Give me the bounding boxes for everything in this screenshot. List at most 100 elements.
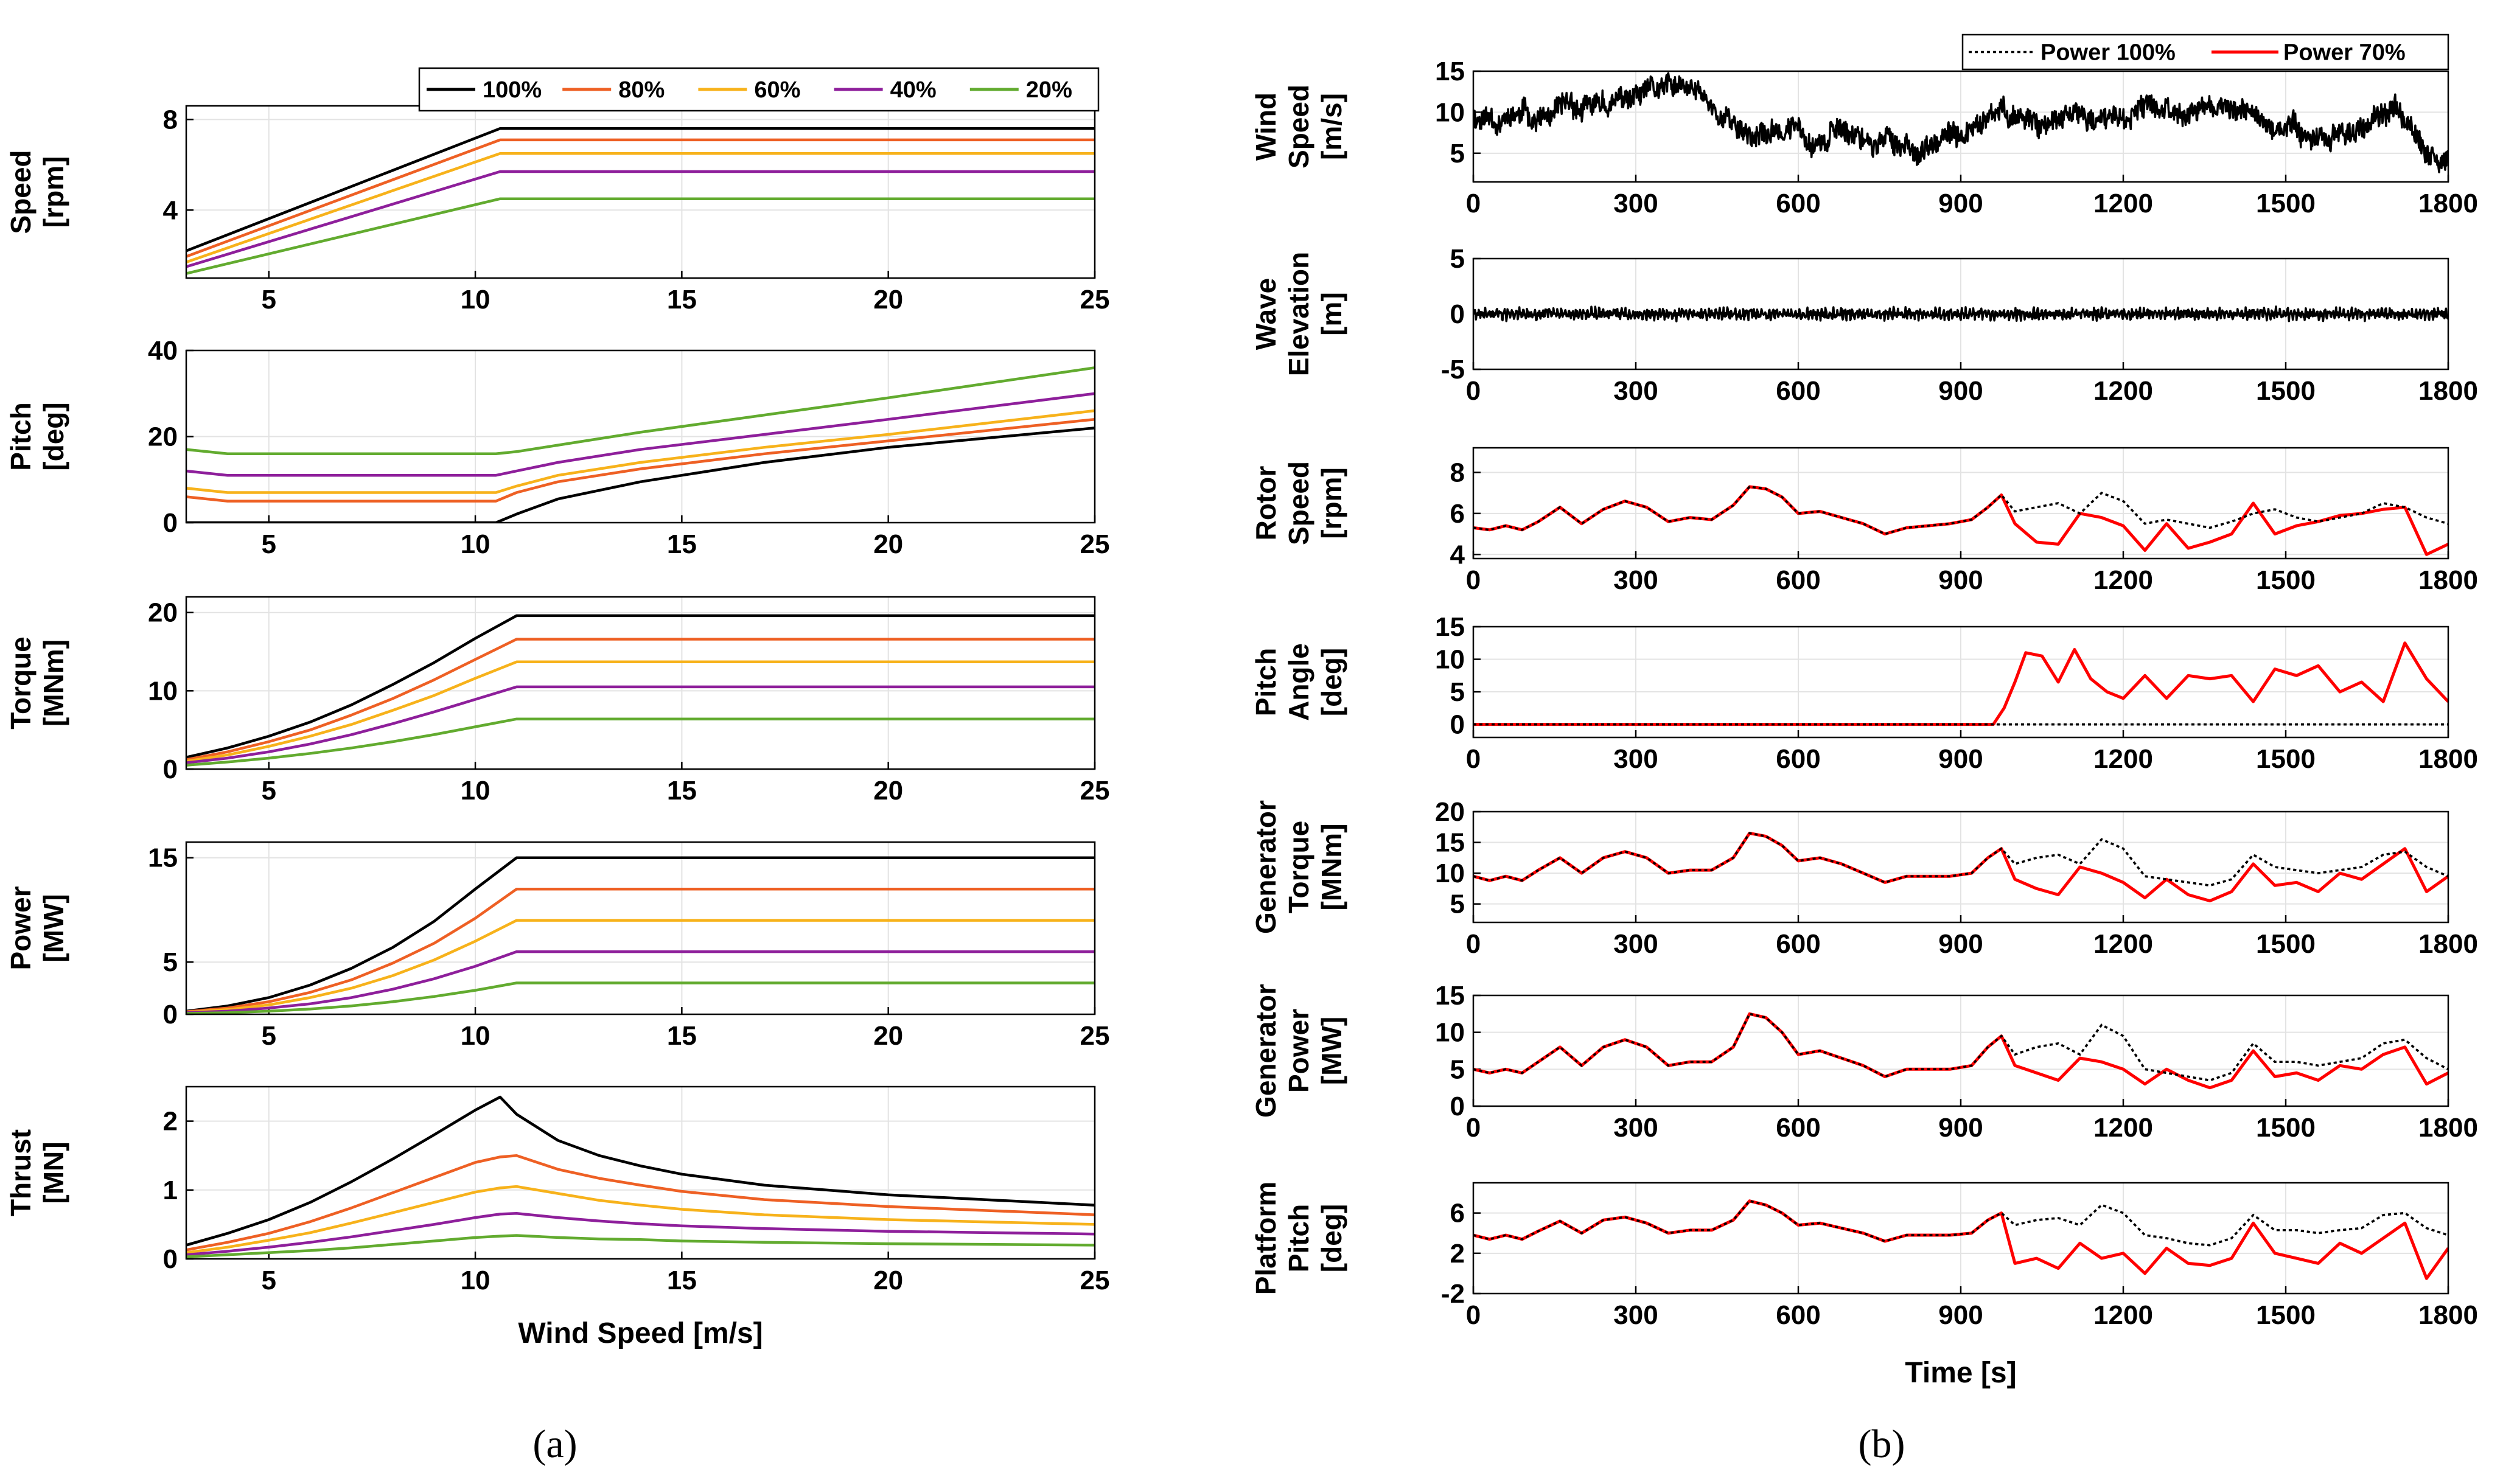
- b-sub3-subplot: 0 300 600 900 1200 1500 1800 4 6 8 Rotor Speed [rpm]: [1250, 447, 2478, 595]
- a-sub3-xtick-label-25: 25: [1080, 776, 1110, 806]
- b-sub3-ylabel-speed: Speed: [1283, 461, 1314, 545]
- b-legend-label-power-70: Power 70%: [2283, 40, 2406, 66]
- a-sub3-xtick-label-10: 10: [461, 776, 490, 806]
- b-sub5-ylabel-generator: Generator: [1250, 800, 1282, 934]
- b-sub1-ylabel-speed: Speed: [1283, 85, 1314, 169]
- b-sub5-ylabel-mnm: [MNm]: [1316, 823, 1347, 910]
- b-sub1-ylabel-wind: Wind: [1250, 92, 1282, 161]
- a-sub5-xtick-label-20: 20: [873, 1266, 903, 1295]
- b-sub1-xtick-label-900: 900: [1938, 189, 1983, 218]
- b-sub6-xtick-label-0: 0: [1466, 1113, 1481, 1143]
- b-sub3-xtick-label-600: 600: [1776, 565, 1820, 595]
- a-sub5-line-60: [186, 1185, 1095, 1255]
- a-sub2-xtick-label-15: 15: [667, 529, 697, 559]
- a-legend-label-20: 20%: [1026, 77, 1072, 103]
- b-sub7-xtick-label-900: 900: [1938, 1300, 1983, 1330]
- a-sub2-series-group: [186, 366, 1095, 523]
- b-sub7-series-group: [1473, 1199, 2448, 1280]
- b-sub4-ylabel-pitch: Pitch: [1250, 648, 1282, 716]
- a-sub3-frame: [185, 596, 1096, 770]
- a-sub5-frame: [185, 1085, 1096, 1260]
- a-sub1-ylabel-speed: Speed: [5, 150, 37, 234]
- b-sub3-xtick-label-1200: 1200: [2093, 565, 2153, 595]
- caption-b: (b): [1859, 1422, 1905, 1466]
- b-sub4-xtick-label-1200: 1200: [2093, 744, 2153, 774]
- a-sub5-plot-area: [186, 1087, 1095, 1259]
- a-sub3-subplot: 5 10 15 20 25 0 10 20 Generator Torque [MNm]: [0, 596, 1110, 806]
- a-xlabel: Wind Speed [m/s]: [518, 1317, 763, 1350]
- a-sub3-ylabel-torque: Torque: [5, 636, 37, 729]
- b-legend-box: [1961, 33, 2449, 71]
- b-sub5-xtick-label-300: 300: [1613, 929, 1658, 959]
- b-sub1-ytick-label-15: 15: [1435, 57, 1465, 86]
- a-sub1-line-20: [186, 197, 1095, 275]
- a-sub4-line-20: [186, 981, 1095, 1014]
- b-sub7-line-power-100-overlay: [1473, 1199, 2448, 1247]
- a-sub2-ytick-label-0: 0: [163, 508, 178, 538]
- b-sub3-ytick-label-4: 4: [1450, 540, 1465, 570]
- a-sub2-ytick-label-40: 40: [148, 336, 178, 366]
- b-sub4-xtick-label-300: 300: [1613, 744, 1658, 774]
- b-xlabel: Time [s]: [1905, 1357, 2016, 1389]
- b-sub7-ytick-label--2: -2: [1441, 1279, 1465, 1309]
- b-sub6-line-power-70: [1473, 1012, 2448, 1090]
- b-sub6-ylabel-generator: Generator: [1250, 984, 1282, 1118]
- b-legend-label-power-100: Power 100%: [2040, 40, 2176, 66]
- a-sub3-line-40: [186, 685, 1095, 764]
- a-sub1-line-60: [186, 152, 1095, 264]
- b-sub2-ytick-label-0: 0: [1450, 299, 1465, 329]
- a-sub4-frame: [185, 841, 1096, 1015]
- a-sub5-ytick-label-1: 1: [163, 1176, 178, 1205]
- b-sub5-ytick-label-15: 15: [1435, 828, 1465, 858]
- a-sub3-series-group: [186, 614, 1095, 767]
- a-sub1-ytick-label-4: 4: [163, 195, 178, 225]
- a-sub4-ytick-label-0: 0: [163, 1000, 178, 1029]
- a-sub4-ylabel-mw: [MW]: [38, 894, 69, 962]
- a-sub1-plot-area: [186, 106, 1095, 278]
- b-sub1-subplot: 0 300 600 900 1200 1500 1800 5 10 15 Wind Speed [m/s…: [1250, 57, 2478, 218]
- a-sub2-line-40: [186, 392, 1095, 477]
- a-sub5-xtick-label-10: 10: [461, 1266, 490, 1295]
- b-sub1-ylabel-m-s: [m/s]: [1316, 93, 1347, 160]
- b-sub4-ylabel-deg: [deg]: [1316, 648, 1347, 716]
- a-sub4-xtick-label-5: 5: [261, 1021, 276, 1051]
- b-sub5-xtick-label-1800: 1800: [2418, 929, 2478, 959]
- b-sub1-xtick-label-1200: 1200: [2093, 189, 2153, 218]
- a-sub2-xtick-label-5: 5: [261, 529, 276, 559]
- b-sub7-ylabel-deg: [deg]: [1316, 1204, 1347, 1272]
- b-sub4-ytick-label-0: 0: [1450, 710, 1465, 740]
- a-sub5-xtick-label-5: 5: [261, 1266, 276, 1295]
- b-sub2-frame: [1472, 257, 2449, 371]
- a-sub5-line-40: [186, 1212, 1095, 1256]
- b-sub3-ytick-label-8: 8: [1450, 458, 1465, 487]
- a-sub2-xtick-label-10: 10: [461, 529, 490, 559]
- a-sub5-ylabel-thrust: Thrust: [5, 1129, 37, 1216]
- a-sub3-ylabel-mnm: [MNm]: [38, 639, 69, 726]
- b-sub3-series-group: [1473, 485, 2448, 556]
- a-sub3-line-100: [186, 614, 1095, 759]
- a-sub2-line-20: [186, 366, 1095, 456]
- b-sub2-xtick-label-600: 600: [1776, 376, 1820, 406]
- b-sub4-ytick-label-15: 15: [1435, 612, 1465, 642]
- a-sub4-xtick-label-10: 10: [461, 1021, 490, 1051]
- b-sub2-ylabel-wave: Wave: [1250, 278, 1282, 350]
- b-sub6-ytick-label-15: 15: [1435, 981, 1465, 1011]
- a-sub3-xtick-label-5: 5: [261, 776, 276, 806]
- a-sub3-ylabel-generator: Generator: [0, 616, 4, 750]
- a-sub3-line-60: [186, 660, 1095, 763]
- b-sub1-xtick-label-0: 0: [1466, 189, 1481, 218]
- b-sub6-ytick-label-5: 5: [1450, 1054, 1465, 1084]
- a-sub2-xtick-label-25: 25: [1080, 529, 1110, 559]
- b-sub4-xtick-label-0: 0: [1466, 744, 1481, 774]
- a-sub4-xtick-label-25: 25: [1080, 1021, 1110, 1051]
- a-legend-label-60: 60%: [754, 77, 800, 103]
- a-sub1-xtick-label-10: 10: [461, 285, 490, 315]
- a-sub4-line-60: [186, 919, 1095, 1014]
- a-sub3-xtick-label-20: 20: [873, 776, 903, 806]
- a-sub5-line-80: [186, 1154, 1095, 1252]
- b-sub5-xtick-label-0: 0: [1466, 929, 1481, 959]
- b-sub3-xtick-label-1800: 1800: [2418, 565, 2478, 595]
- a-sub2-line-80: [186, 417, 1095, 503]
- a-sub3-xtick-label-15: 15: [667, 776, 697, 806]
- b-sub2-series-group: [1473, 305, 2448, 322]
